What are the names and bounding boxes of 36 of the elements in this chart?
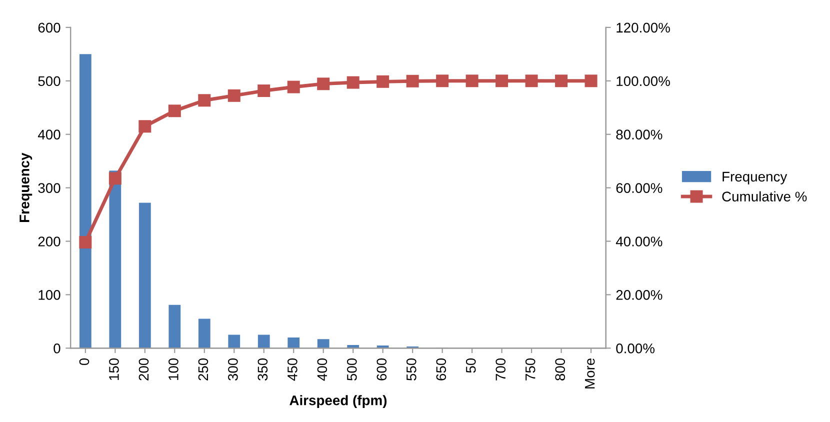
x-axis-title: Airspeed (fpm) <box>290 395 387 408</box>
x-tick-label: 600 <box>376 358 387 380</box>
x-tick-label: 550 <box>406 358 416 380</box>
y2-tick-label: 0.00% <box>616 343 655 354</box>
y2-tick-label: 120.00% <box>616 22 670 33</box>
y-tick-label: 200 <box>38 236 60 246</box>
x-tick-label: 450 <box>288 358 298 381</box>
x-tick-label: 650 <box>436 358 446 380</box>
y2-tick-label: 40.00% <box>616 236 662 246</box>
y2-tick-label: 60.00% <box>616 183 662 193</box>
x-tick-label: 300 <box>228 358 238 381</box>
y-tick-label: 0 <box>54 343 60 354</box>
x-tick-label: 700 <box>496 358 506 380</box>
y2-tick-label: 80.00% <box>616 130 662 140</box>
y2-tick-label: 100.00% <box>616 76 670 86</box>
x-tick-label: 0 <box>79 358 90 366</box>
x-tick-label: 100 <box>168 358 178 380</box>
x-tick-label: 350 <box>258 358 268 381</box>
legend-label: Frequency <box>722 172 788 184</box>
x-tick-label: 200 <box>138 358 149 380</box>
x-tick-label: 400 <box>317 358 328 381</box>
x-tick-label: 50 <box>466 358 476 373</box>
y2-tick-label: 20.00% <box>616 290 662 300</box>
x-tick-label: 150 <box>109 358 119 380</box>
y-tick-label: 300 <box>38 183 60 193</box>
y-tick-label: 600 <box>38 22 60 33</box>
y-tick-label: 500 <box>38 76 60 86</box>
y-axis-title: Frequency <box>20 152 32 222</box>
x-tick-label: 250 <box>198 358 208 380</box>
x-tick-label: 500 <box>346 358 357 380</box>
legend-label: Cumulative % <box>722 191 807 202</box>
x-tick-label: More <box>585 358 595 388</box>
y-tick-label: 100 <box>38 290 60 300</box>
x-tick-label: 750 <box>525 358 536 380</box>
y-tick-label: 400 <box>38 130 60 140</box>
x-tick-label: 800 <box>555 358 566 380</box>
